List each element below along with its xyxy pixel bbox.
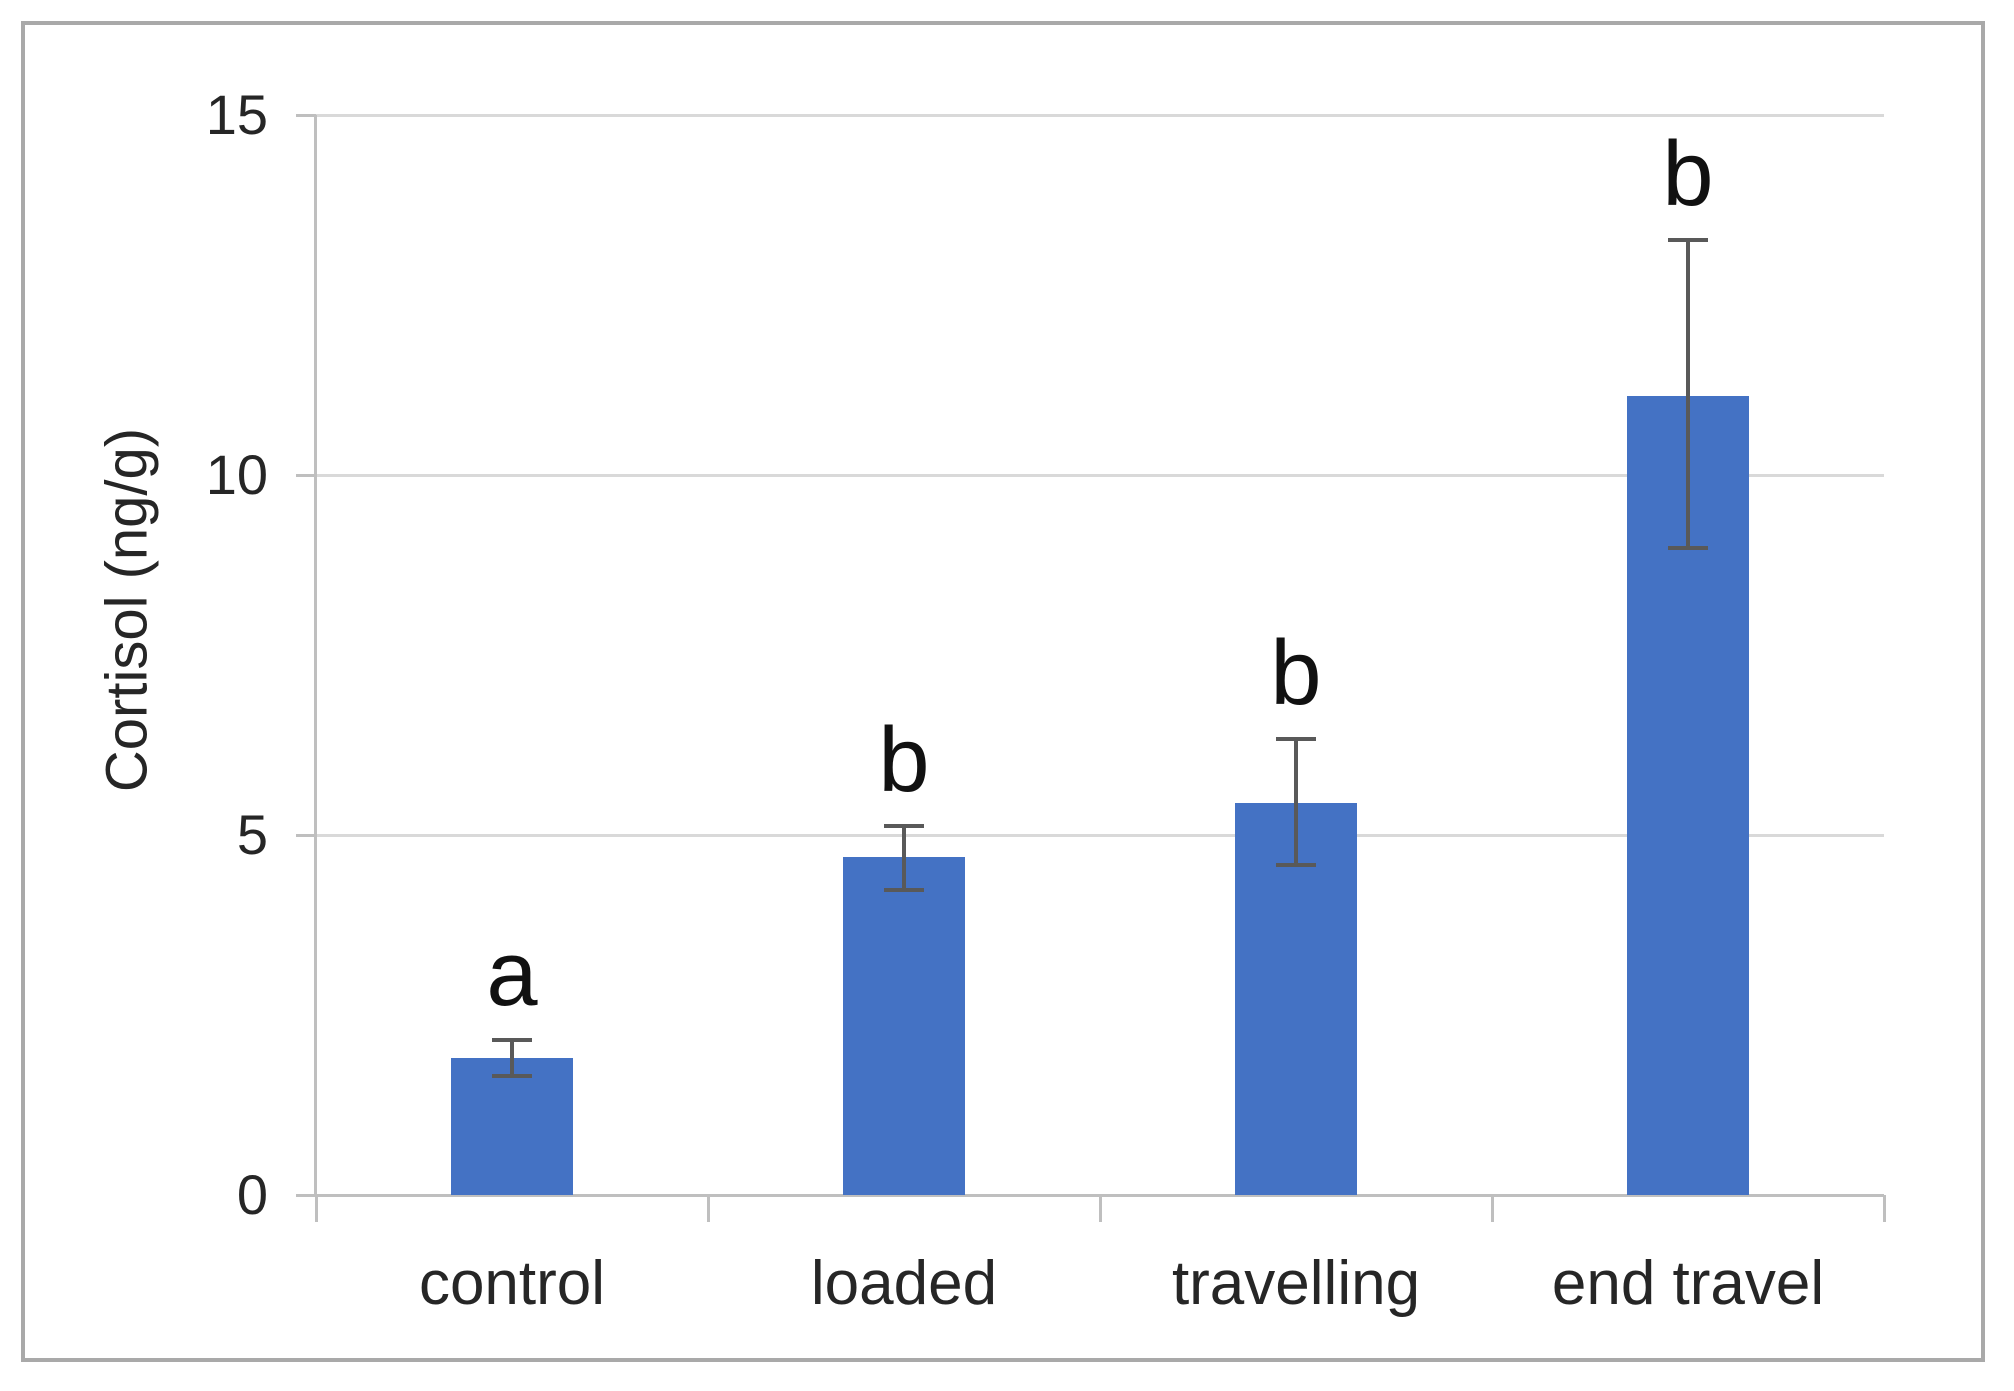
y-tick-label: 10 (205, 443, 268, 506)
gridline (316, 833, 1884, 837)
bar (451, 1058, 573, 1195)
error-bar-cap-top (492, 1038, 532, 1043)
x-axis-tick (1098, 1195, 1102, 1222)
error-bar-cap-top (1668, 238, 1708, 243)
significance-letter: b (1662, 123, 1714, 226)
x-axis-tick (314, 1195, 318, 1222)
y-axis-tick (296, 113, 316, 117)
x-axis-tick (1882, 1195, 1886, 1222)
x-axis-tick (706, 1195, 710, 1222)
gridline (316, 473, 1884, 477)
y-tick-label: 0 (236, 1163, 268, 1226)
error-bar-cap-bottom (884, 888, 924, 893)
y-axis-tick (296, 1193, 316, 1197)
error-bar-cap-top (1276, 737, 1316, 742)
error-bar-line (902, 826, 906, 891)
y-axis-tick (296, 473, 316, 477)
category-label: control (418, 1249, 606, 1318)
error-bar-line (1686, 240, 1690, 548)
error-bar-cap-bottom (1668, 545, 1708, 550)
y-axis-line (314, 115, 317, 1197)
error-bar-line (1294, 739, 1298, 865)
error-bar-line (510, 1040, 514, 1077)
y-tick-label: 15 (205, 83, 268, 146)
gridline (316, 113, 1884, 117)
y-tick-label: 5 (236, 803, 268, 866)
bar (843, 856, 965, 1195)
y-axis-tick (296, 833, 316, 837)
error-bar-cap-bottom (1276, 862, 1316, 867)
significance-letter: b (1270, 622, 1322, 725)
significance-letter: a (486, 923, 538, 1026)
error-bar-cap-bottom (492, 1074, 532, 1079)
chart-frame (21, 21, 1985, 1362)
category-label: loaded (810, 1249, 998, 1318)
significance-letter: b (878, 709, 930, 812)
x-axis-tick (1490, 1195, 1494, 1222)
category-label: travelling (1171, 1249, 1421, 1318)
bar (1235, 802, 1357, 1195)
category-label: end travel (1551, 1249, 1825, 1318)
error-bar-cap-top (884, 824, 924, 829)
